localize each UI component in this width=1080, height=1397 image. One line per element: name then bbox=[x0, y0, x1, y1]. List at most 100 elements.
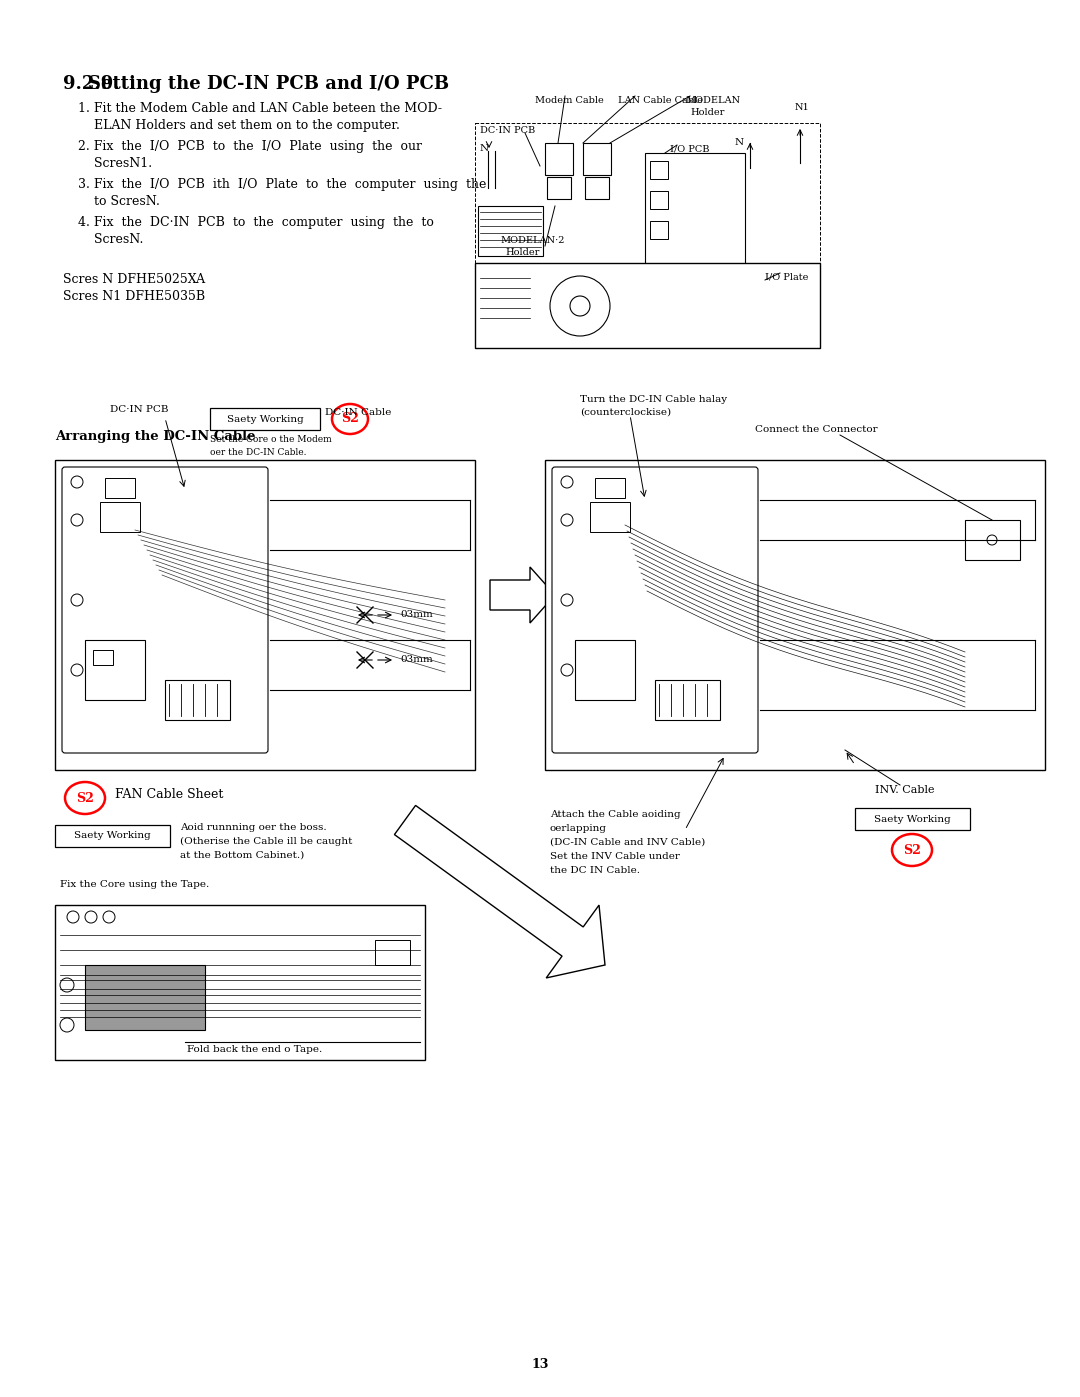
Circle shape bbox=[561, 664, 573, 676]
Circle shape bbox=[561, 594, 573, 606]
Text: DC·IN PCB: DC·IN PCB bbox=[480, 126, 536, 136]
Bar bbox=[85, 640, 145, 700]
Text: Set the INV Cable under: Set the INV Cable under bbox=[550, 852, 680, 861]
Text: 4. Fix  the  DC·IN  PCB  to  the  computer  using  the  to: 4. Fix the DC·IN PCB to the computer usi… bbox=[78, 217, 434, 229]
Bar bbox=[375, 940, 410, 965]
Bar bbox=[654, 680, 720, 719]
Bar bbox=[105, 478, 135, 497]
Circle shape bbox=[60, 1018, 75, 1032]
Polygon shape bbox=[490, 567, 555, 623]
Circle shape bbox=[85, 911, 97, 923]
Ellipse shape bbox=[892, 834, 932, 866]
Ellipse shape bbox=[65, 782, 105, 814]
Circle shape bbox=[71, 594, 83, 606]
Text: S2: S2 bbox=[903, 844, 921, 856]
Text: Arranging the DC-IN Cable: Arranging the DC-IN Cable bbox=[55, 430, 256, 443]
Text: Saety Working: Saety Working bbox=[874, 814, 950, 823]
Bar bbox=[210, 408, 320, 430]
Bar bbox=[475, 123, 820, 348]
Text: oerlapping: oerlapping bbox=[550, 824, 607, 833]
Text: the DC IN Cable.: the DC IN Cable. bbox=[550, 866, 640, 875]
Text: Connect the Connector: Connect the Connector bbox=[755, 425, 878, 434]
Text: I/O PCB: I/O PCB bbox=[670, 144, 710, 154]
Bar bbox=[855, 807, 970, 830]
Bar bbox=[575, 640, 635, 700]
Text: MODELAN·2: MODELAN·2 bbox=[500, 236, 565, 244]
Bar bbox=[545, 142, 573, 175]
Text: oer the DC-IN Cable.: oer the DC-IN Cable. bbox=[210, 448, 307, 457]
Text: Fold back the end o Tape.: Fold back the end o Tape. bbox=[187, 1045, 322, 1053]
Bar bbox=[585, 177, 609, 198]
Text: (Otherise the Cable ill be caught: (Otherise the Cable ill be caught bbox=[180, 837, 352, 847]
Bar bbox=[546, 177, 571, 198]
Text: Saety Working: Saety Working bbox=[227, 415, 303, 423]
Bar bbox=[966, 520, 1020, 560]
Text: LAN Cable Cable: LAN Cable Cable bbox=[618, 96, 703, 105]
Bar bbox=[590, 502, 630, 532]
Text: Holder: Holder bbox=[505, 249, 539, 257]
Bar bbox=[583, 142, 611, 175]
Text: ScresN1.: ScresN1. bbox=[78, 156, 152, 170]
Ellipse shape bbox=[332, 404, 368, 434]
Text: Scres N1 DFHE5035B: Scres N1 DFHE5035B bbox=[63, 291, 205, 303]
Bar bbox=[55, 460, 475, 770]
Circle shape bbox=[561, 514, 573, 527]
Text: Aoid runnning oer the boss.: Aoid runnning oer the boss. bbox=[180, 823, 326, 833]
Text: ScresN.: ScresN. bbox=[78, 233, 144, 246]
Bar bbox=[645, 154, 745, 268]
Text: Turn the DC-IN Cable halay: Turn the DC-IN Cable halay bbox=[580, 395, 727, 404]
Bar bbox=[55, 826, 170, 847]
Text: I/O Plate: I/O Plate bbox=[765, 272, 808, 282]
Text: 03mm: 03mm bbox=[400, 655, 433, 664]
Text: Modem Cable: Modem Cable bbox=[535, 96, 604, 105]
Text: Set the Core o the Modem: Set the Core o the Modem bbox=[210, 434, 332, 444]
Text: Setting the DC-IN PCB and I/O PCB: Setting the DC-IN PCB and I/O PCB bbox=[63, 75, 449, 94]
Bar bbox=[55, 905, 426, 1060]
Text: to ScresN.: to ScresN. bbox=[78, 196, 160, 208]
Text: MODELAN: MODELAN bbox=[685, 96, 740, 105]
Text: S2: S2 bbox=[341, 412, 359, 426]
Bar bbox=[650, 161, 669, 179]
Text: Holder: Holder bbox=[690, 108, 725, 117]
Text: (DC-IN Cable and INV Cable): (DC-IN Cable and INV Cable) bbox=[550, 838, 705, 847]
Text: Scres N DFHE5025XA: Scres N DFHE5025XA bbox=[63, 272, 205, 286]
Bar bbox=[100, 502, 140, 532]
Bar bbox=[650, 191, 669, 210]
Text: N: N bbox=[735, 138, 744, 147]
Circle shape bbox=[67, 911, 79, 923]
Circle shape bbox=[71, 664, 83, 676]
Circle shape bbox=[71, 476, 83, 488]
Text: S2: S2 bbox=[76, 792, 94, 805]
Text: Attach the Cable aoiding: Attach the Cable aoiding bbox=[550, 810, 680, 819]
Bar bbox=[475, 263, 820, 348]
FancyBboxPatch shape bbox=[552, 467, 758, 753]
Text: DC·IN PCB: DC·IN PCB bbox=[110, 405, 168, 414]
Circle shape bbox=[60, 978, 75, 992]
Text: N: N bbox=[480, 144, 489, 154]
Circle shape bbox=[561, 476, 573, 488]
Text: N1: N1 bbox=[795, 103, 810, 112]
Text: Saety Working: Saety Working bbox=[75, 831, 151, 841]
Bar bbox=[595, 478, 625, 497]
Bar bbox=[85, 965, 205, 1030]
Bar bbox=[165, 680, 230, 719]
Text: 1. Fit the Modem Cable and LAN Cable beteen the MOD-: 1. Fit the Modem Cable and LAN Cable bet… bbox=[78, 102, 442, 115]
Bar bbox=[93, 650, 113, 665]
Polygon shape bbox=[394, 806, 605, 978]
Circle shape bbox=[987, 535, 997, 545]
Text: 2. Fix  the  I/O  PCB  to  the  I/O  Plate  using  the  our: 2. Fix the I/O PCB to the I/O Plate usin… bbox=[78, 140, 422, 154]
Circle shape bbox=[103, 911, 114, 923]
Text: 9.2.9.: 9.2.9. bbox=[63, 75, 120, 94]
FancyBboxPatch shape bbox=[62, 467, 268, 753]
Text: at the Bottom Cabinet.): at the Bottom Cabinet.) bbox=[180, 851, 305, 861]
Text: Fix the Core using the Tape.: Fix the Core using the Tape. bbox=[60, 880, 210, 888]
Bar bbox=[545, 460, 1045, 770]
Text: FAN Cable Sheet: FAN Cable Sheet bbox=[114, 788, 224, 800]
Text: ELAN Holders and set them on to the computer.: ELAN Holders and set them on to the comp… bbox=[78, 119, 400, 131]
Text: 03mm: 03mm bbox=[400, 610, 433, 619]
Bar bbox=[478, 205, 543, 256]
Text: 3. Fix  the  I/O  PCB  ith  I/O  Plate  to  the  computer  using  the: 3. Fix the I/O PCB ith I/O Plate to the … bbox=[78, 177, 486, 191]
Text: 13: 13 bbox=[531, 1358, 549, 1372]
Text: DC·IN Cable: DC·IN Cable bbox=[325, 408, 391, 416]
Text: (counterclockise): (counterclockise) bbox=[580, 408, 671, 416]
